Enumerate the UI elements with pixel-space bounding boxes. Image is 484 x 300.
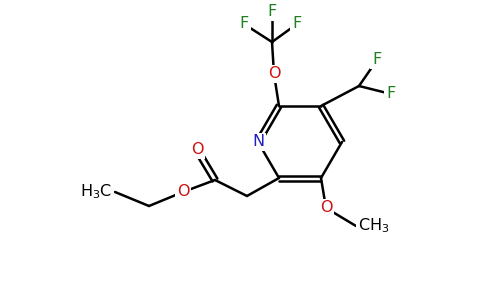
Text: F: F — [267, 4, 277, 20]
Text: O: O — [320, 200, 332, 215]
Text: H$_3$C: H$_3$C — [80, 183, 112, 201]
Text: N: N — [252, 134, 264, 149]
Text: F: F — [372, 52, 381, 68]
Text: F: F — [386, 86, 395, 101]
Text: O: O — [191, 142, 203, 158]
Text: F: F — [292, 16, 302, 32]
Text: O: O — [268, 67, 280, 82]
Text: CH$_3$: CH$_3$ — [358, 217, 390, 235]
Text: O: O — [177, 184, 189, 200]
Text: F: F — [240, 16, 249, 32]
